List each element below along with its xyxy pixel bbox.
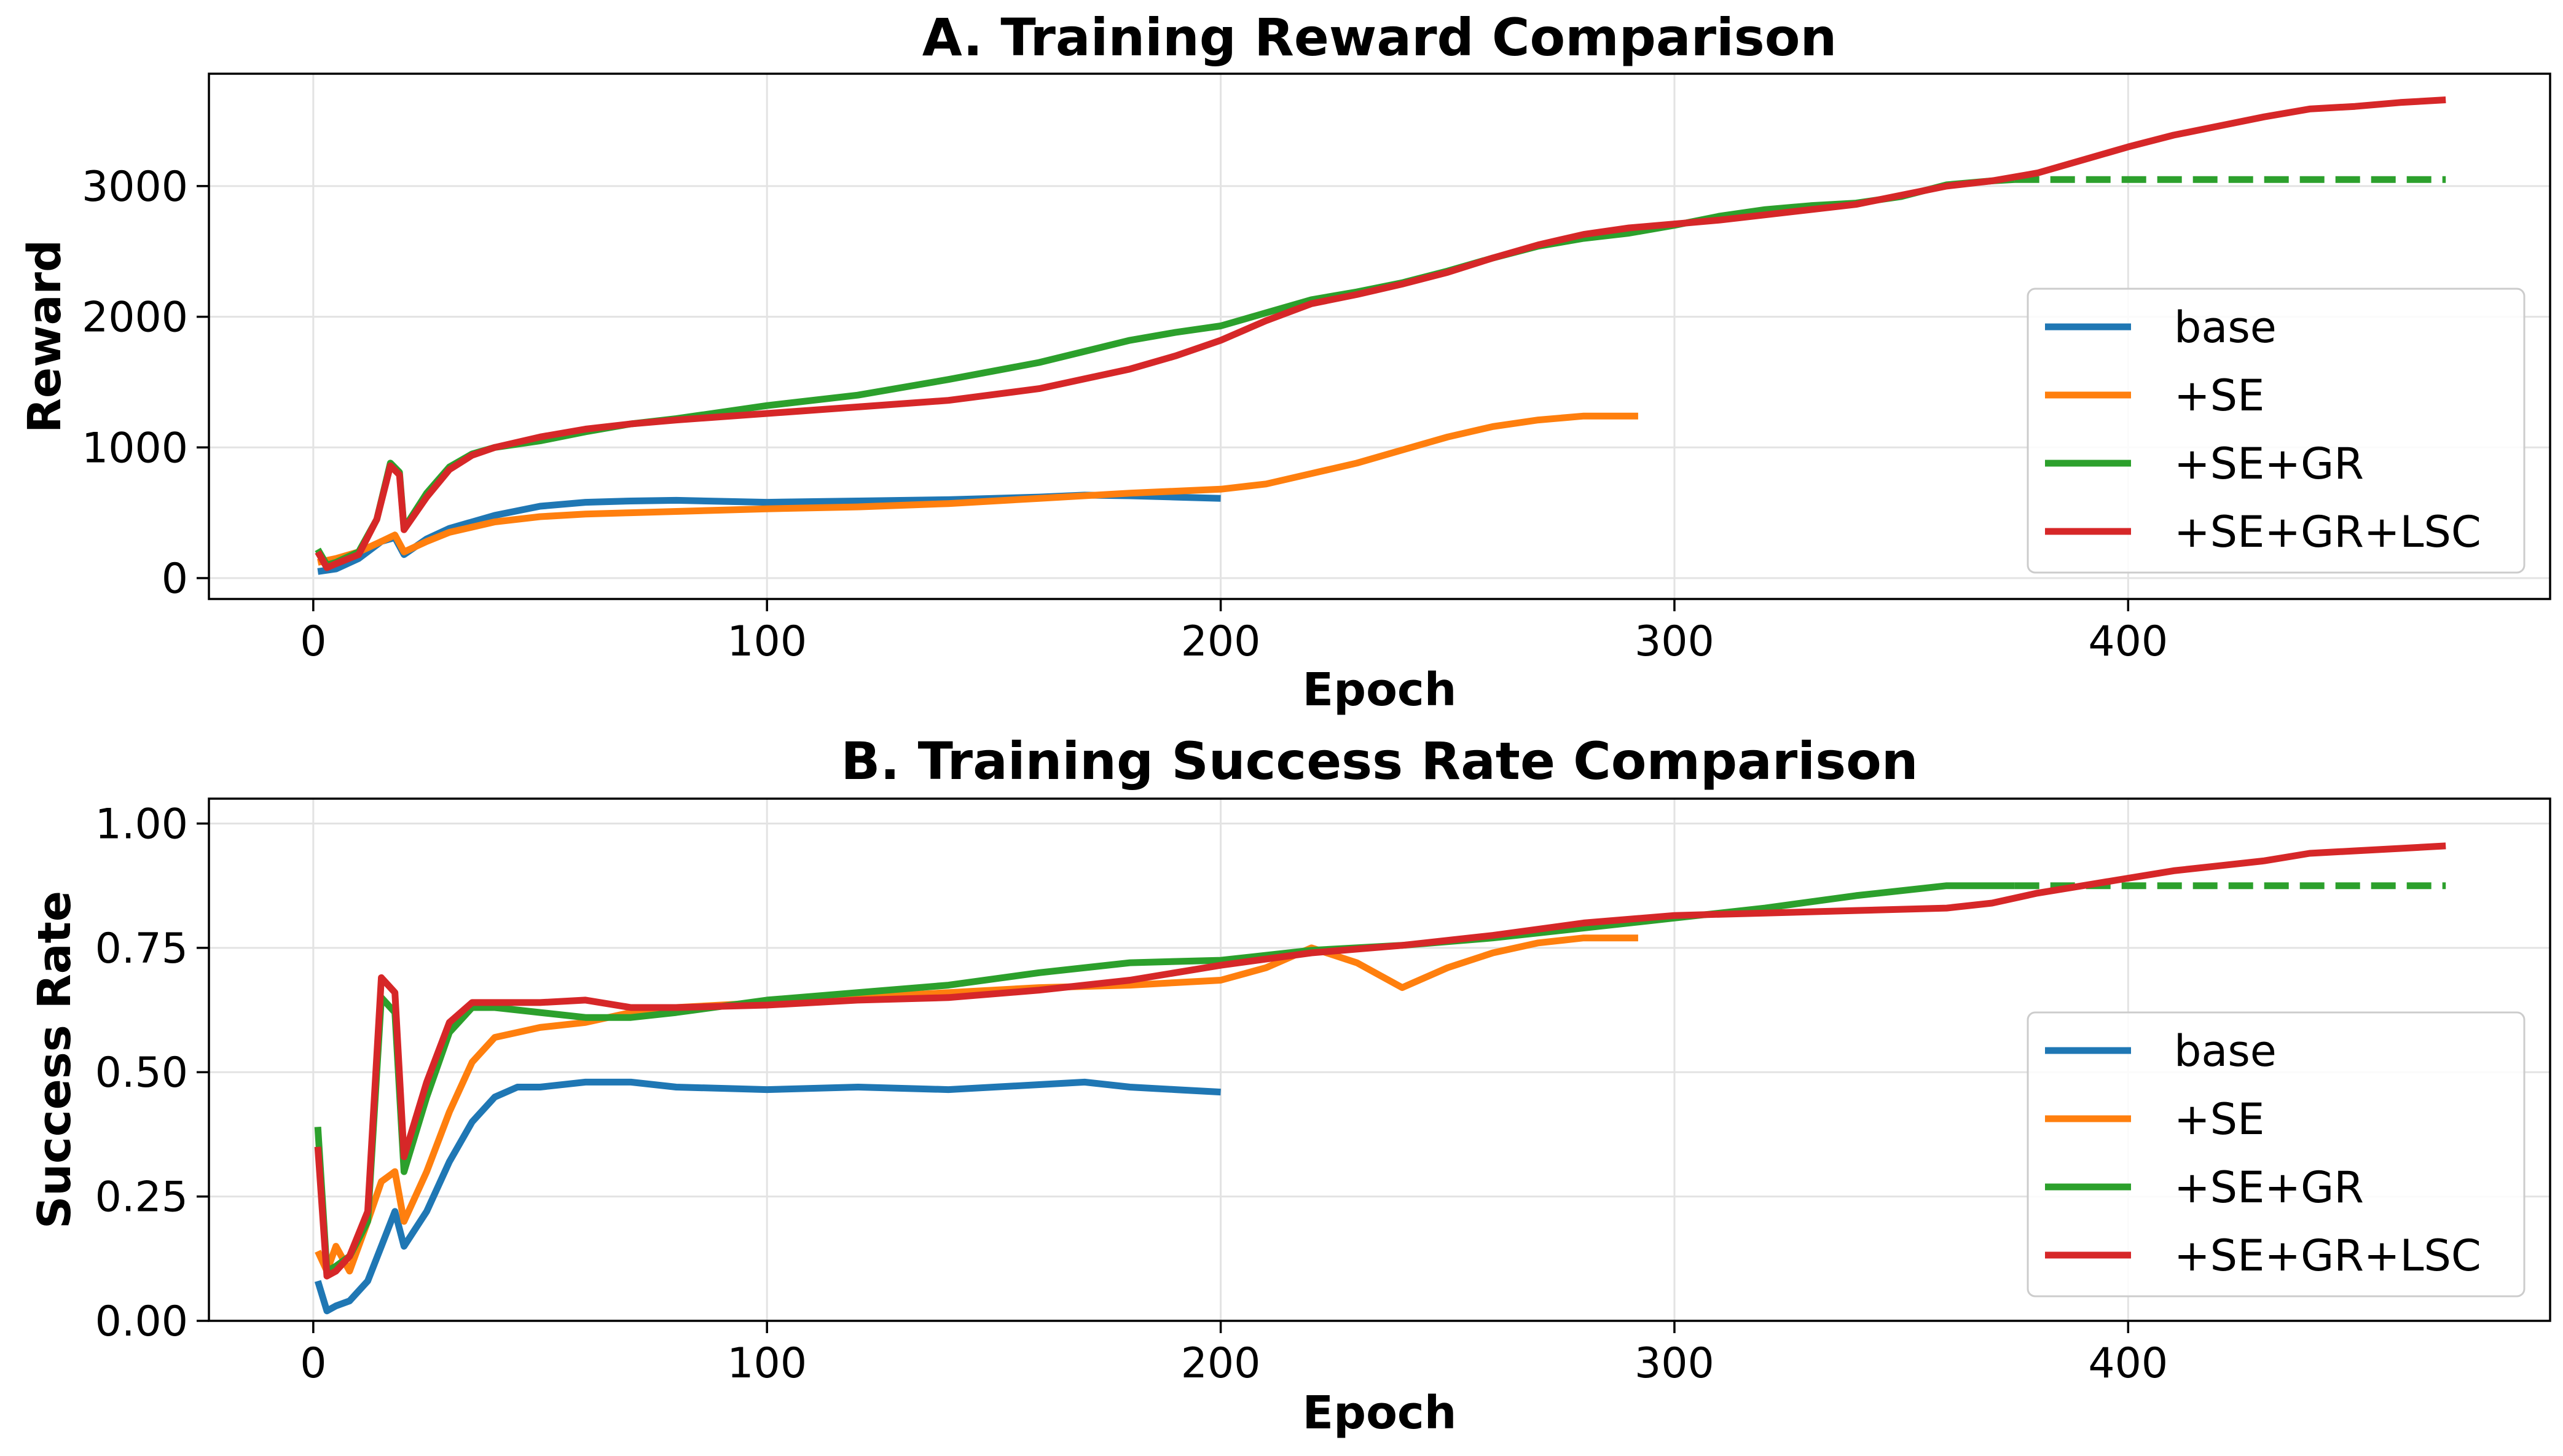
axes-frame <box>208 797 2551 1322</box>
legend-label: base <box>2174 1026 2277 1076</box>
y-tick-label: 0.75 <box>95 925 188 973</box>
y-tick-label: 0.25 <box>95 1173 188 1222</box>
y-tick-label: 0 <box>162 555 188 603</box>
series-line--se-gr <box>314 882 2015 1275</box>
series-line--se <box>315 934 1638 1275</box>
x-tick-label: 300 <box>1635 617 1714 666</box>
y-tick-label: 0.50 <box>95 1049 188 1097</box>
legend-box <box>2027 288 2526 574</box>
chart-title: A. Training Reward Comparison <box>922 7 1837 68</box>
x-axis-label: Epoch <box>1303 1387 1457 1439</box>
legend-label: +SE+GR <box>2174 439 2364 489</box>
legend-label: +SE <box>2174 370 2264 421</box>
series-line--se-gr-lsc <box>314 842 2446 1280</box>
legend-label: +SE+GR+LSC <box>2174 1231 2481 1281</box>
chart-title: B. Training Success Rate Comparison <box>841 731 1918 791</box>
y-axis-label: Success Rate <box>28 891 81 1229</box>
subplot-success-rate: 0 100 200 300 400 0.00 0.25 0.50 0.75 1.00 B. Trai… <box>28 731 2551 1439</box>
series-line--se-gr <box>315 176 2015 569</box>
series-group <box>314 842 2446 1315</box>
legend: base +SE +SE+GR +SE+GR+LSC <box>2027 288 2526 574</box>
legend: base +SE +SE+GR +SE+GR+LSC <box>2027 1011 2526 1297</box>
y-tick-label: 0.00 <box>95 1297 188 1346</box>
y-tick-label: 2000 <box>82 294 188 342</box>
x-tick-label: 100 <box>727 617 807 666</box>
series-line--se-gr-lsc <box>315 96 2446 571</box>
x-tick-label: 0 <box>300 617 326 666</box>
x-tick-label: 200 <box>1181 1339 1261 1388</box>
y-tick-label: 1.00 <box>95 800 188 848</box>
x-tick-label: 400 <box>2088 1339 2168 1388</box>
series-line-base <box>314 1078 1221 1315</box>
y-tick-label: 3000 <box>82 163 188 211</box>
y-axis-label: Reward <box>18 240 71 433</box>
y-tick-label: 1000 <box>82 424 188 472</box>
x-axis-label: Epoch <box>1303 663 1457 716</box>
legend-label: +SE+GR+LSC <box>2174 507 2481 557</box>
series-line--se <box>317 412 1638 566</box>
legend-label: +SE+GR <box>2174 1162 2364 1213</box>
x-tick-label: 300 <box>1635 1339 1714 1388</box>
legend-box <box>2027 1011 2526 1297</box>
axes-frame <box>208 72 2551 600</box>
legend-label: +SE <box>2174 1094 2264 1145</box>
series-group <box>315 96 2446 575</box>
x-tick-label: 400 <box>2088 617 2168 666</box>
x-tick-label: 200 <box>1181 617 1261 666</box>
x-tick-label: 100 <box>727 1339 807 1388</box>
subplot-reward: 0 100 200 300 400 0 1000 2000 3000 A. Training Re… <box>18 7 2551 716</box>
x-tick-label: 0 <box>300 1339 326 1388</box>
legend-label: base <box>2174 302 2277 353</box>
